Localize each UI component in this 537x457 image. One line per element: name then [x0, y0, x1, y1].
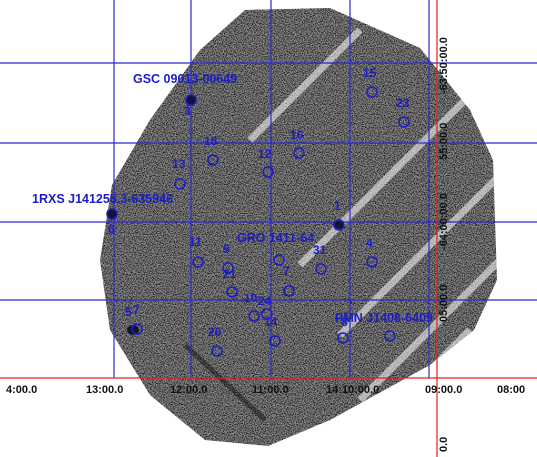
named-labels: GSC 09013-00649 1RXS J141255.3-635946 GR…	[32, 72, 433, 325]
source-label: 6	[108, 222, 115, 236]
ra-tick: 09:00.0	[425, 384, 462, 396]
source-label: 7	[133, 303, 140, 317]
source-marker-18	[207, 154, 219, 166]
source-label: 9	[223, 242, 230, 256]
source-marker-11	[192, 256, 204, 268]
bright-sources	[107, 95, 344, 335]
source-label: 16	[290, 128, 304, 142]
source-marker-1	[333, 219, 345, 231]
source-marker-16	[293, 147, 305, 159]
detector-gap-bands	[247, 27, 497, 423]
source-label: 24	[258, 294, 272, 308]
source-marker-24	[261, 308, 273, 320]
dec-tick: 0.0	[438, 437, 450, 452]
source-marker-7	[283, 285, 295, 297]
source-label: 26	[208, 325, 222, 339]
ra-tick: 08:00	[497, 384, 525, 396]
dec-tick: -64:00:00.0	[438, 193, 450, 250]
source-marker-9	[222, 262, 234, 274]
source-label: 12	[258, 147, 272, 161]
source-label: 18	[204, 134, 218, 148]
source-markers	[106, 86, 410, 357]
source-marker-4	[366, 256, 378, 268]
source-label: 11	[189, 235, 202, 249]
source-marker-31	[315, 263, 327, 275]
ra-tick-labels: 4:00.0 13:00.0 12:00.0 11:00.0 14:10:00.…	[6, 384, 525, 396]
numbered-labels: 1 3 4 6 7 9 10 11 12 13 14 15 16 18 21 2…	[108, 66, 410, 339]
source-marker-gro	[273, 254, 285, 266]
source-marker-13	[174, 178, 186, 190]
source-label: 4	[366, 236, 373, 250]
source-label: 14	[264, 315, 278, 329]
source-label: 1	[334, 199, 341, 213]
coordinate-grid	[0, 0, 537, 378]
source-label: 7	[283, 264, 290, 278]
dec-tick-labels: -63:50:00.0 55:00.0 -64:00:00.0 05:00.0 …	[438, 37, 450, 452]
source-marker-14	[269, 335, 281, 347]
source-marker-8	[337, 332, 349, 344]
ra-tick: 4:00.0	[6, 384, 37, 396]
source-label: 21	[223, 267, 237, 281]
source-marker-21	[226, 286, 238, 298]
source-marker-23	[398, 116, 410, 128]
source-label: 5	[125, 305, 132, 319]
source-label: 23	[396, 96, 410, 110]
ra-tick: 12:00.0	[170, 384, 207, 396]
source-marker-pmn	[384, 330, 396, 342]
dec-tick: 55:00.0	[438, 123, 450, 160]
dec-tick: 05:00.0	[438, 285, 450, 322]
source-label: 10	[244, 291, 258, 305]
source-marker-15	[366, 86, 378, 98]
source-label: 8	[341, 315, 348, 329]
source-label: 31	[313, 243, 327, 257]
source-label: 13	[172, 157, 186, 171]
source-marker-12	[262, 166, 274, 178]
pmn-label: PMN J1408-6409	[335, 311, 433, 325]
source-marker-6	[106, 208, 118, 220]
gsc-label: GSC 09013-00649	[133, 72, 237, 86]
source-label: 15	[363, 66, 377, 80]
rxs-label: 1RXS J141255.3-635946	[32, 192, 173, 206]
ra-tick: 14:10:00.0	[326, 384, 379, 396]
source-marker-10	[248, 310, 260, 322]
gro-label: GRO 1411-64	[237, 231, 314, 245]
source-label: 3	[184, 104, 191, 118]
source-marker-3	[185, 94, 197, 106]
source-marker-26	[211, 345, 223, 357]
dec-tick: -63:50:00.0	[438, 37, 450, 94]
source-marker-57	[131, 323, 143, 335]
ra-tick: 11:00.0	[252, 384, 289, 396]
ra-tick: 13:00.0	[86, 384, 123, 396]
